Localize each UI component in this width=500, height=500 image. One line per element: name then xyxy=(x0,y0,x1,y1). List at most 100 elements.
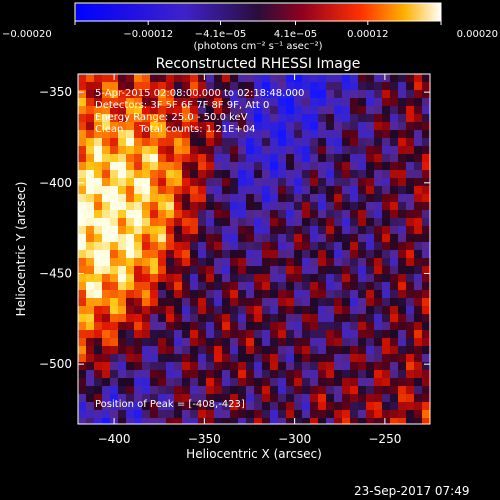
heatmap-cell xyxy=(278,418,286,424)
heatmap-cell xyxy=(110,346,118,354)
heatmap-cell xyxy=(166,386,174,394)
heatmap-cell xyxy=(382,242,390,250)
heatmap-cell xyxy=(278,106,286,114)
heatmap-cell xyxy=(158,330,166,338)
heatmap-cell xyxy=(118,82,126,90)
heatmap-cell xyxy=(86,82,94,90)
heatmap-cell xyxy=(366,186,374,194)
heatmap-cell xyxy=(126,90,134,98)
heatmap-cell xyxy=(262,226,270,234)
heatmap-cell xyxy=(238,154,246,162)
heatmap-cell xyxy=(86,418,94,424)
heatmap-cell xyxy=(270,338,278,346)
heatmap-cell xyxy=(390,338,398,346)
heatmap-cell xyxy=(286,314,294,322)
heatmap-cell xyxy=(278,394,286,402)
heatmap-cell xyxy=(150,146,158,154)
heatmap-cell xyxy=(342,114,350,122)
heatmap-cell xyxy=(118,274,126,282)
heatmap-cell xyxy=(294,146,302,154)
heatmap-cell xyxy=(190,378,198,386)
heatmap-cell xyxy=(350,226,358,234)
heatmap-cell xyxy=(326,210,334,218)
heatmap-cell xyxy=(206,186,214,194)
heatmap-cell xyxy=(86,146,94,154)
heatmap-cell xyxy=(350,234,358,242)
heatmap-cell xyxy=(286,194,294,202)
heatmap-cell xyxy=(214,146,222,154)
heatmap-cell xyxy=(150,226,158,234)
heatmap-cell xyxy=(382,266,390,274)
heatmap-cell xyxy=(238,82,246,90)
heatmap-cell xyxy=(302,130,310,138)
heatmap-cell xyxy=(406,194,414,202)
heatmap-cell xyxy=(126,234,134,242)
heatmap-cell xyxy=(190,346,198,354)
heatmap-cell xyxy=(342,306,350,314)
heatmap-cell xyxy=(398,378,406,386)
heatmap-cell xyxy=(374,386,382,394)
heatmap-cell xyxy=(358,114,366,122)
heatmap-cell xyxy=(398,354,406,362)
heatmap-cell xyxy=(398,146,406,154)
heatmap-cell xyxy=(262,258,270,266)
heatmap-cell xyxy=(230,82,238,90)
heatmap-cell xyxy=(294,210,302,218)
heatmap-cell xyxy=(318,122,326,130)
heatmap-cell xyxy=(382,90,390,98)
heatmap-cell xyxy=(366,122,374,130)
heatmap-cell xyxy=(350,106,358,114)
heatmap-cell xyxy=(158,202,166,210)
heatmap-cell xyxy=(206,210,214,218)
heatmap-cell xyxy=(326,146,334,154)
heatmap-cell xyxy=(102,226,110,234)
heatmap-cell xyxy=(334,154,342,162)
heatmap-cell xyxy=(142,74,150,82)
heatmap-cell xyxy=(382,226,390,234)
heatmap-cell xyxy=(374,210,382,218)
heatmap-cell xyxy=(150,338,158,346)
heatmap-cell xyxy=(270,114,278,122)
heatmap-cell xyxy=(206,266,214,274)
heatmap-cell xyxy=(382,354,390,362)
heatmap-cell xyxy=(142,346,150,354)
heatmap-cell xyxy=(262,130,270,138)
heatmap-cell xyxy=(158,74,166,82)
heatmap-cell xyxy=(206,226,214,234)
heatmap-cell xyxy=(246,314,254,322)
heatmap-cell xyxy=(94,346,102,354)
heatmap-cell xyxy=(230,122,238,130)
heatmap-cell xyxy=(206,330,214,338)
heatmap-cell xyxy=(206,202,214,210)
heatmap-cell xyxy=(414,202,422,210)
heatmap-cell xyxy=(294,370,302,378)
heatmap-cell xyxy=(238,242,246,250)
heatmap-cell xyxy=(254,114,262,122)
heatmap-cell xyxy=(118,370,126,378)
heatmap-cell xyxy=(102,130,110,138)
heatmap-cell xyxy=(230,138,238,146)
heatmap-cell xyxy=(222,210,230,218)
heatmap-cell xyxy=(198,162,206,170)
heatmap-cell xyxy=(150,82,158,90)
heatmap-cell xyxy=(374,402,382,410)
heatmap-cell xyxy=(358,354,366,362)
colorbar-ticks xyxy=(74,21,442,25)
heatmap-cell xyxy=(150,178,158,186)
heatmap-cell xyxy=(86,378,94,386)
heatmap-cell xyxy=(278,74,286,82)
heatmap-cell xyxy=(254,418,262,424)
heatmap-cell xyxy=(230,170,238,178)
heatmap-cell xyxy=(94,138,102,146)
heatmap-cell xyxy=(142,386,150,394)
heatmap-cell xyxy=(134,90,142,98)
heatmap-cell xyxy=(286,258,294,266)
heatmap-cell xyxy=(350,170,358,178)
heatmap-cell xyxy=(102,250,110,258)
heatmap-cell xyxy=(310,378,318,386)
y-axis-label: Heliocentric Y (arcsec) xyxy=(14,182,28,317)
heatmap-cell xyxy=(342,178,350,186)
heatmap-cell xyxy=(350,322,358,330)
heatmap-cell xyxy=(110,402,118,410)
heatmap-cell xyxy=(118,386,126,394)
